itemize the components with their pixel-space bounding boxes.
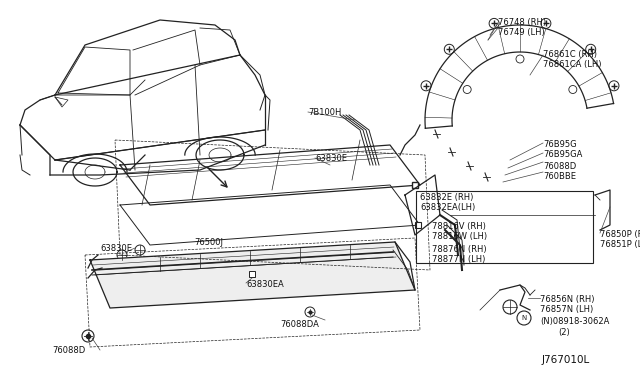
Text: 76088D: 76088D: [52, 346, 85, 355]
Text: 63830E: 63830E: [315, 154, 347, 163]
Text: 78876N (RH): 78876N (RH): [432, 245, 486, 254]
Text: 76748 (RH): 76748 (RH): [498, 18, 546, 27]
Text: 760BBE: 760BBE: [543, 172, 576, 181]
Text: (2): (2): [558, 328, 570, 337]
Text: 76851P (LH): 76851P (LH): [600, 240, 640, 249]
Text: 63832E (RH): 63832E (RH): [420, 193, 474, 202]
Text: 78816V (RH): 78816V (RH): [432, 222, 486, 231]
Text: 63832EA(LH): 63832EA(LH): [420, 203, 476, 212]
Text: N: N: [522, 315, 527, 321]
Text: 76088D: 76088D: [543, 162, 576, 171]
Text: 76857N (LH): 76857N (LH): [540, 305, 593, 314]
Text: 63830E: 63830E: [100, 244, 132, 253]
Text: 76856N (RH): 76856N (RH): [540, 295, 595, 304]
Text: J767010L: J767010L: [541, 355, 590, 365]
Polygon shape: [90, 242, 415, 308]
Text: 76088DA: 76088DA: [280, 320, 319, 329]
Text: 76B95GA: 76B95GA: [543, 150, 582, 159]
Text: 76749 (LH): 76749 (LH): [498, 28, 545, 37]
Text: 78877N (LH): 78877N (LH): [432, 255, 485, 264]
Text: 76B95G: 76B95G: [543, 140, 577, 149]
Text: 7B100H: 7B100H: [308, 108, 341, 117]
Text: 76500J: 76500J: [194, 238, 223, 247]
Text: 78816W (LH): 78816W (LH): [432, 232, 487, 241]
Text: 76861CA (LH): 76861CA (LH): [543, 60, 602, 69]
Text: (N)08918-3062A: (N)08918-3062A: [540, 317, 609, 326]
Text: 63830EA: 63830EA: [246, 280, 284, 289]
Text: 76850P (RH): 76850P (RH): [600, 230, 640, 239]
Text: 76861C (RH): 76861C (RH): [543, 50, 597, 59]
